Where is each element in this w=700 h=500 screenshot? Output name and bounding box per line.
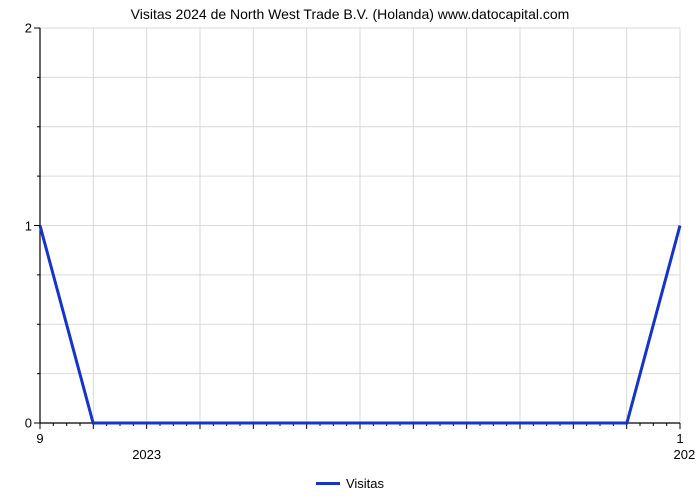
legend-label: Visitas bbox=[346, 476, 384, 491]
chart-title: Visitas 2024 de North West Trade B.V. (H… bbox=[0, 6, 700, 22]
x-sub-label-right: 202 bbox=[673, 447, 695, 462]
y-tick-label: 1 bbox=[0, 218, 32, 233]
x-tick-label-left: 9 bbox=[36, 431, 43, 446]
legend-swatch bbox=[316, 482, 340, 485]
x-axis-labels: 912023202 bbox=[40, 429, 680, 469]
chart-container: Visitas 2024 de North West Trade B.V. (H… bbox=[0, 0, 700, 500]
plot-area bbox=[40, 28, 680, 423]
plot-svg bbox=[40, 28, 680, 433]
legend: Visitas bbox=[0, 475, 700, 491]
y-tick-label: 0 bbox=[0, 416, 32, 431]
y-tick-label: 2 bbox=[0, 21, 32, 36]
x-sub-label-2023: 2023 bbox=[132, 447, 161, 462]
y-axis-labels: 012 bbox=[0, 28, 36, 423]
x-tick-label-right: 1 bbox=[676, 431, 683, 446]
